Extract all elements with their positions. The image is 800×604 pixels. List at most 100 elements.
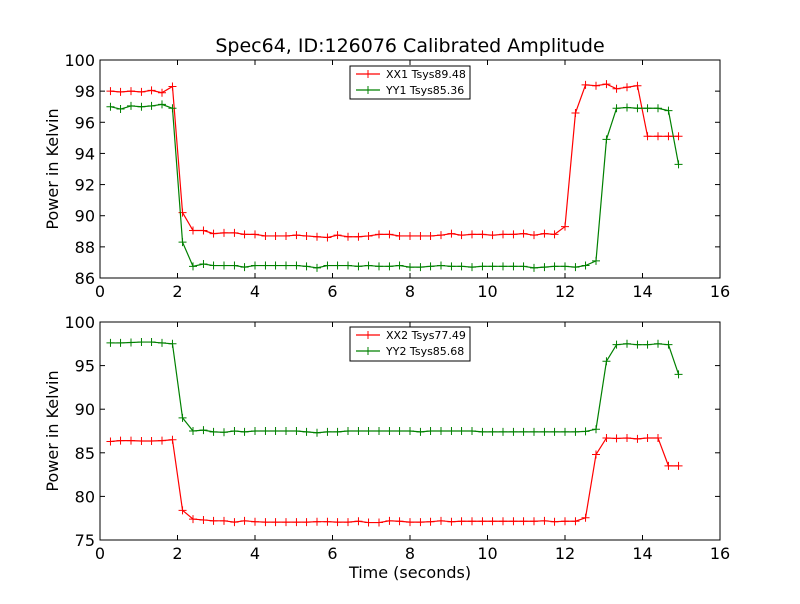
y-axis-label: Power in Kelvin [43,370,62,491]
data-point [240,263,249,272]
data-point [426,262,435,271]
data-point [385,230,394,239]
data-point [540,263,549,272]
data-point [364,427,373,435]
series-1 [106,433,683,527]
data-point [519,229,528,238]
data-point [344,427,352,435]
chart-panel-2: 0 2 4 6 8 10 12 14 16 75 80 85 90 95 100 Power in Kelvi… [43,313,730,563]
data-point [581,261,590,270]
data-point [137,102,146,111]
data-point [364,231,373,240]
data-point [426,517,435,526]
data-point [499,517,507,526]
data-point [499,230,507,239]
y-tick-label: 100 [64,51,95,70]
data-point [664,461,673,470]
data-point [447,262,456,271]
data-point [116,436,125,445]
data-point [633,81,642,90]
data-point [623,103,631,112]
series-2 [106,338,683,437]
data-point [385,262,394,271]
data-point [127,87,135,96]
data-point [654,339,662,348]
data-point [251,261,259,270]
y-tick-label: 92 [75,176,95,195]
y-tick-label: 80 [75,487,95,506]
y-tick-label: 90 [75,400,95,419]
data-point [499,427,507,436]
data-point [416,427,425,436]
data-point [509,230,518,239]
legend-label: YY1 Tsys85.36 [385,84,464,97]
data-point [364,261,373,270]
data-point [137,87,146,96]
x-tick-label: 12 [555,282,575,301]
data-point [468,427,476,435]
series-2 [106,100,683,272]
x-tick-label: 6 [327,282,337,301]
data-point [344,232,352,241]
data-point [664,132,673,141]
y-tick-label: 98 [75,82,95,101]
data-point [292,518,301,527]
x-tick-label: 6 [327,544,337,563]
data-point [313,517,321,526]
data-point [395,261,404,270]
data-point [313,428,321,437]
data-point [168,435,177,444]
x-tick-label: 0 [95,544,105,563]
data-point [457,231,466,240]
data-point [302,231,311,240]
data-point [199,515,208,524]
data-point [189,515,197,524]
data-point [261,261,270,270]
data-point [561,222,569,231]
x-tick-label: 0 [95,282,105,301]
data-point [478,427,487,436]
x-tick-label: 4 [250,282,260,301]
x-tick-label: 10 [477,544,497,563]
data-point [302,427,311,436]
data-point [643,104,652,113]
data-point [385,516,394,525]
data-point [116,87,125,96]
data-point [571,263,580,272]
data-point [571,108,580,117]
data-point [354,232,363,241]
data-point [561,517,569,526]
data-point [344,261,352,270]
data-point [468,517,476,526]
data-point [612,104,621,113]
data-point [643,433,652,442]
data-point [261,427,270,435]
data-point [168,104,177,113]
data-point [178,506,187,515]
data-point [478,517,487,526]
data-point [633,104,642,113]
data-point [592,256,600,265]
data-point [602,357,611,366]
data-point [457,427,466,435]
y-tick-label: 86 [75,269,95,288]
data-point [106,437,115,446]
data-point [220,261,228,270]
data-point [592,450,600,459]
data-point [416,263,425,272]
y-tick-label: 96 [75,113,95,132]
chart-panel-1: 0 2 4 6 8 10 12 14 16 86 88 90 92 94 96 98 100 Power in K… [43,51,730,301]
data-point [633,434,642,443]
data-point [488,427,497,436]
data-point [437,516,445,525]
data-point [426,231,435,240]
data-point [674,370,683,379]
data-point [178,413,187,422]
data-point [323,517,332,526]
data-point [623,433,631,442]
x-tick-label: 14 [632,544,652,563]
data-point [488,231,497,240]
data-point [333,231,342,240]
data-point [251,427,259,435]
